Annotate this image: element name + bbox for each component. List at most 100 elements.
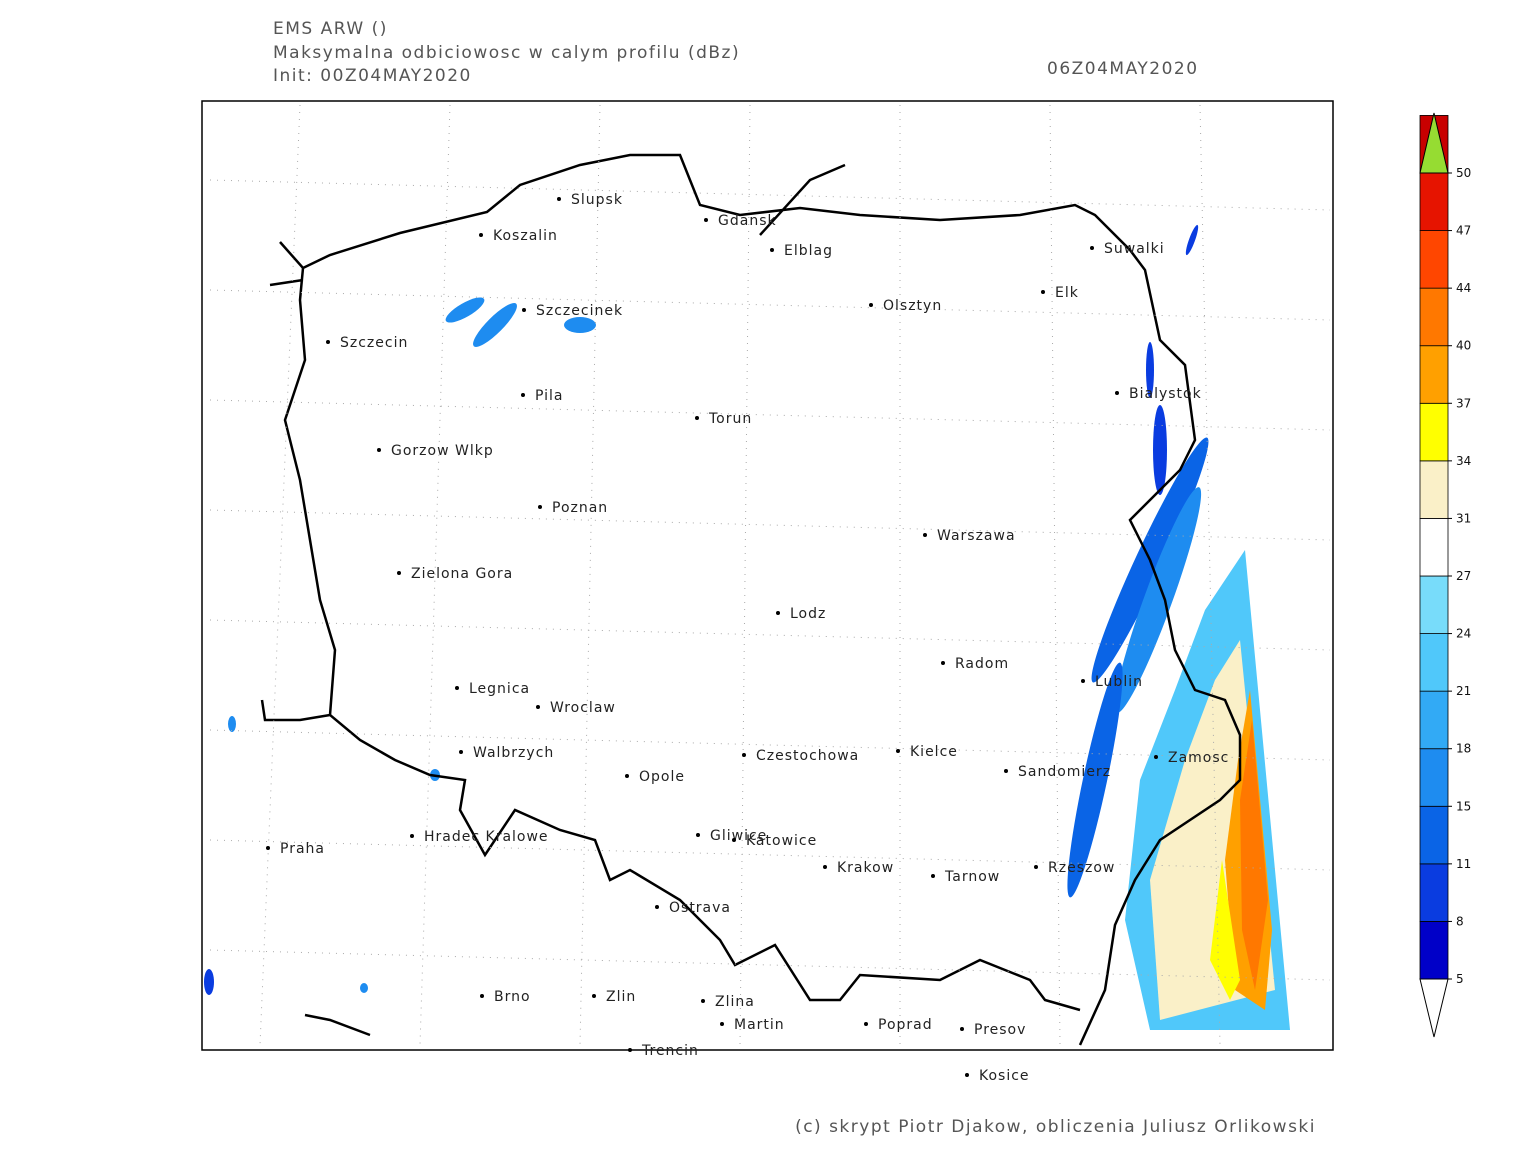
city-label: Lodz (790, 606, 826, 622)
colorbar-label: 5 (1456, 972, 1464, 986)
colorbar-label: 24 (1456, 627, 1471, 641)
colorbar-label: 21 (1456, 684, 1471, 698)
city-marker (538, 505, 542, 509)
city-label: Radom (955, 656, 1009, 672)
city-marker (410, 834, 414, 838)
colorbar-box (1419, 921, 1449, 980)
city-label: Szczecin (340, 335, 408, 351)
city-label: Lublin (1095, 674, 1143, 690)
city-label: Gdansk (718, 213, 777, 229)
city-marker (655, 905, 659, 909)
colorbar-box (1419, 402, 1449, 462)
city-marker (455, 686, 459, 690)
colorbar-box (1419, 863, 1449, 922)
city-marker (704, 218, 708, 222)
city-label: Poprad (878, 1017, 933, 1033)
city-marker (1004, 769, 1008, 773)
city-marker (1115, 391, 1119, 395)
borders (260, 153, 1242, 1046)
city-label: Szczecinek (536, 303, 623, 319)
city-label: Legnica (469, 681, 530, 697)
city-label: Martin (734, 1017, 785, 1033)
colorbar-label: 37 (1456, 396, 1471, 410)
city-marker (1154, 755, 1158, 759)
city-label: Elk (1055, 285, 1079, 301)
city-marker (459, 750, 463, 754)
colorbar-box (1419, 575, 1449, 634)
city-marker (397, 571, 401, 575)
colorbar-box (1419, 805, 1449, 865)
colorbar-box (1419, 748, 1449, 807)
city-marker (326, 340, 330, 344)
city-label: Torun (708, 411, 752, 427)
city-marker (480, 994, 484, 998)
colorbar-label: 40 (1456, 339, 1471, 353)
colorbar-box (1419, 345, 1449, 404)
city-marker (1034, 865, 1038, 869)
city-marker (628, 1048, 632, 1052)
city-label: Gliwice (710, 828, 767, 844)
city-label: Brno (494, 989, 531, 1005)
city-marker (770, 248, 774, 252)
city-label: Koszalin (493, 228, 558, 244)
city-label: Hradec Kralowe (424, 829, 549, 845)
city-marker (864, 1022, 868, 1026)
city-marker (592, 994, 596, 998)
colorbar-label: 11 (1456, 857, 1471, 871)
city-label: Ostrava (669, 900, 731, 916)
city-label: Walbrzych (473, 745, 554, 761)
colorbar-box (1419, 518, 1449, 577)
city-marker (479, 233, 483, 237)
footer: (c) skrypt Piotr Djakow, obliczenia Juli… (795, 1117, 1316, 1137)
city-label: Katowice (746, 833, 817, 849)
map-frame (201, 100, 1334, 1051)
colorbar-box (1419, 287, 1449, 347)
city-label: Zamosc (1168, 750, 1229, 766)
city-label: Kosice (979, 1068, 1030, 1084)
field-title: Maksymalna odbiciowosc w calym profilu (… (273, 43, 740, 63)
city-marker (960, 1027, 964, 1031)
city-label: Sandomierz (1018, 764, 1111, 780)
colorbar-label: 8 (1456, 914, 1464, 928)
city-marker (1081, 679, 1085, 683)
city-marker (776, 611, 780, 615)
city-label: Tarnow (944, 869, 1000, 885)
city-label: Gorzow Wlkp (391, 443, 494, 459)
colorbar-box (1419, 460, 1449, 519)
graticule (209, 104, 1331, 1046)
city-label: Pila (535, 388, 564, 404)
city-marker (625, 774, 629, 778)
city-label: Zielona Gora (411, 566, 513, 582)
city-label: Zlin (606, 989, 636, 1005)
city-marker (931, 874, 935, 878)
colorbar-label: 50 (1456, 166, 1471, 180)
colorbar-box (1419, 230, 1449, 289)
city-marker (823, 865, 827, 869)
valid-time: 06Z04MAY2020 (1047, 59, 1199, 79)
city-marker (1041, 290, 1045, 294)
city-marker (557, 197, 561, 201)
city-marker (701, 999, 705, 1003)
colorbar-label: 15 (1456, 799, 1471, 813)
city-marker (266, 846, 270, 850)
colorbar-label: 47 (1456, 224, 1471, 238)
city-marker (923, 533, 927, 537)
city-label: Slupsk (571, 192, 623, 208)
city-label: Praha (280, 841, 325, 857)
city-marker (695, 416, 699, 420)
city-label: Wroclaw (550, 700, 616, 716)
city-label: Krakow (837, 860, 894, 876)
model-title: EMS ARW () (273, 19, 388, 39)
colorbar-label: 44 (1456, 281, 1471, 295)
city-marker (696, 833, 700, 837)
city-label: Suwalki (1104, 241, 1165, 257)
colorbar-box (1419, 633, 1449, 692)
city-marker (521, 393, 525, 397)
city-marker (377, 448, 381, 452)
city-label: Zlina (715, 994, 755, 1010)
city-marker (965, 1073, 969, 1077)
city-label: Opole (639, 769, 685, 785)
colorbar-label: 27 (1456, 569, 1471, 583)
city-label: Bialystok (1129, 386, 1202, 402)
init-time: Init: 00Z04MAY2020 (273, 66, 472, 86)
